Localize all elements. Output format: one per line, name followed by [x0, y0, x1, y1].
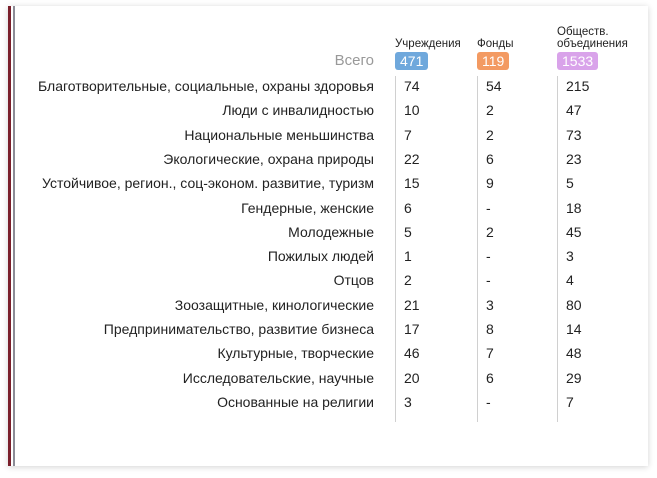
cell-value: 20	[404, 369, 420, 386]
cell-value: 45	[566, 223, 582, 240]
column-separator	[477, 76, 478, 423]
cell-value: 2	[404, 272, 412, 289]
cell-value: 73	[566, 126, 582, 143]
cell-value: 3	[486, 296, 494, 313]
edge-stripe	[13, 6, 15, 466]
cell-value: 215	[566, 78, 590, 94]
cell-value: 47	[566, 102, 582, 119]
cell-value: 15	[404, 175, 420, 192]
cell-value: 1	[404, 248, 412, 265]
cell-value: 14	[566, 321, 582, 337]
cell-value: 6	[404, 199, 412, 216]
row-label: Исследовательские, научные	[182, 369, 374, 386]
cell-value: 18	[566, 199, 582, 216]
column-header: Обществ. объединения	[557, 26, 628, 50]
edge-stripe	[8, 6, 11, 466]
cell-value: 7	[404, 126, 412, 143]
row-label: Благотворительные, социальные, охраны зд…	[38, 78, 374, 94]
row-label: Гендерные, женские	[241, 199, 374, 216]
row-label: Пожилых людей	[267, 248, 374, 265]
cell-value: 17	[404, 321, 420, 337]
cell-value: 7	[486, 345, 494, 362]
cell-value: 8	[486, 321, 494, 337]
cell-value: 5	[404, 223, 412, 240]
row-label: Молодежные	[288, 223, 374, 240]
cell-value: 22	[404, 150, 420, 167]
cell-value: 21	[404, 296, 420, 313]
cell-value: -	[486, 272, 491, 289]
cell-value: 3	[404, 393, 412, 410]
column-separator	[395, 76, 396, 423]
cell-value: 2	[486, 126, 494, 143]
row-label: Культурные, творческие	[217, 345, 374, 362]
row-label: Зоозащитные, кинологические	[174, 296, 374, 313]
row-label: Устойчивое, регион., соц-эконом. развити…	[42, 175, 374, 192]
cell-value: 80	[566, 296, 582, 313]
cell-value: 2	[486, 102, 494, 119]
cell-value: 5	[566, 175, 574, 192]
total-badge: 1533	[557, 52, 599, 70]
cell-value: -	[486, 248, 491, 265]
cell-value: 23	[566, 150, 582, 167]
cell-value: 74	[404, 78, 420, 94]
cell-value: 46	[404, 345, 420, 362]
cell-value: 4	[566, 272, 574, 289]
row-label: Основанные на религии	[217, 393, 374, 410]
total-badge: 471	[395, 52, 429, 70]
column-separator	[557, 76, 558, 423]
cell-value: 6	[486, 150, 494, 167]
row-label: Экологические, охрана природы	[163, 150, 374, 167]
cell-value: 48	[566, 345, 582, 362]
cell-value: 9	[486, 175, 494, 192]
cell-value: 54	[486, 78, 502, 94]
cell-value: 2	[486, 223, 494, 240]
cell-value: 7	[566, 393, 574, 410]
row-label: Отцов	[333, 272, 374, 289]
column-header: Фонды	[477, 38, 514, 50]
cell-value: -	[486, 393, 491, 410]
row-label: Люди с инвалидностью	[222, 102, 374, 119]
row-label: Национальные меньшинства	[184, 126, 374, 143]
cell-value: 3	[566, 248, 574, 265]
cell-value: 29	[566, 369, 582, 386]
cell-value: 6	[486, 369, 494, 386]
total-label: Всего	[334, 52, 374, 69]
cell-value: 10	[404, 102, 420, 119]
card: Всего Учреждения 471 Фонды 119 Обществ. объе…	[8, 6, 648, 466]
row-label: Предпринимательство, развитие бизнеса	[103, 321, 374, 337]
total-badge: 119	[477, 52, 510, 70]
cell-value: -	[486, 199, 491, 216]
column-header: Учреждения	[395, 38, 461, 50]
